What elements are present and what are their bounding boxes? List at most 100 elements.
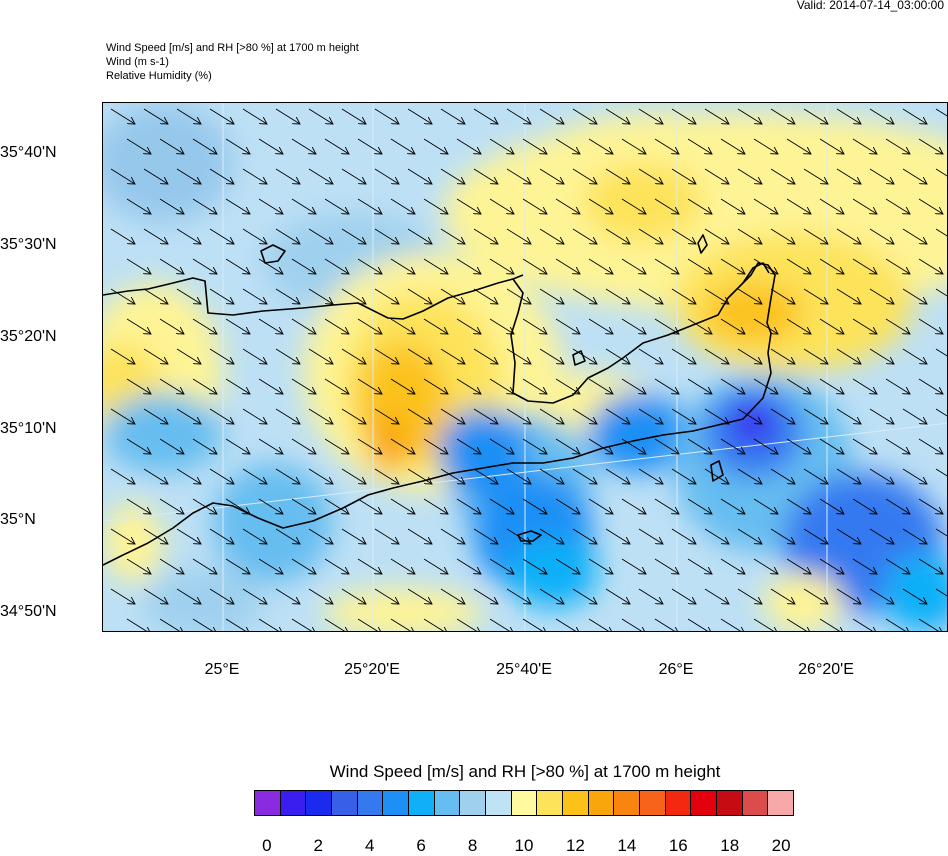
- wind-arrow: [539, 108, 564, 124]
- wind-arrow: [489, 318, 514, 334]
- wind-arrow: [456, 258, 481, 274]
- wind-arrow: [819, 378, 844, 394]
- wind-arrow: [638, 228, 663, 244]
- wind-arrow: [456, 618, 481, 631]
- wind-arrow: [555, 258, 580, 274]
- wind-arrow: [737, 108, 762, 124]
- colorbar: [254, 790, 794, 816]
- wind-arrow: [605, 588, 630, 604]
- wind-arrow: [753, 198, 778, 214]
- wind-arrow: [258, 198, 283, 214]
- wind-arrow: [588, 198, 613, 214]
- wind-arrow: [473, 288, 498, 304]
- wind-arrow: [308, 408, 333, 424]
- wind-arrow: [852, 438, 877, 454]
- wind-arrow: [275, 228, 300, 244]
- wind-arrow: [126, 378, 151, 394]
- wind-arrow: [786, 318, 811, 334]
- coast-crete-north: [510, 262, 770, 404]
- island-east-islet: [697, 234, 708, 254]
- colorbar-swatch: [409, 791, 435, 815]
- colorbar-tick-label: 14: [617, 836, 637, 855]
- wind-arrow: [176, 468, 201, 484]
- wind-arrow: [770, 528, 795, 544]
- wind-arrow: [803, 528, 828, 544]
- wind-arrow: [258, 618, 283, 631]
- wind-arrow: [473, 588, 498, 604]
- wind-arrow: [539, 528, 564, 544]
- wind-arrow: [225, 618, 250, 631]
- lon-label: 25°40'E: [496, 661, 552, 678]
- colorbar-swatch: [588, 791, 615, 815]
- wind-arrow: [126, 198, 151, 214]
- wind-arrow: [407, 588, 432, 604]
- wind-arrow: [885, 258, 910, 274]
- wind-arrow: [836, 228, 861, 244]
- wind-arrow: [737, 348, 762, 364]
- colorbar-swatch: [768, 791, 794, 815]
- wind-arrow: [572, 588, 597, 604]
- wind-arrow: [126, 258, 151, 274]
- wind-arrow: [423, 318, 448, 334]
- wind-arrow: [506, 288, 531, 304]
- colorbar-swatch: [614, 791, 641, 815]
- colorbar-tick-label: 20: [771, 836, 791, 855]
- wind-arrow: [275, 108, 300, 124]
- wind-arrow: [110, 228, 135, 244]
- wind-arrow: [225, 318, 250, 334]
- wind-arrow: [539, 288, 564, 304]
- wind-arrow: [440, 408, 465, 424]
- colorbar-tick-label: 0: [262, 836, 272, 855]
- wind-arrow: [704, 228, 729, 244]
- wind-arrow: [687, 618, 712, 631]
- wind-arrow: [737, 528, 762, 544]
- wind-arrow: [720, 258, 745, 274]
- colorbar-swatch: [357, 791, 384, 815]
- wind-arrow: [918, 498, 943, 514]
- wind-arrow: [687, 258, 712, 274]
- wind-arrow: [671, 228, 696, 244]
- wind-arrow: [819, 318, 844, 334]
- wind-arrow: [687, 378, 712, 394]
- colorbar-tick-label: 12: [565, 836, 585, 855]
- wind-arrow: [258, 438, 283, 454]
- wind-arrow: [390, 498, 415, 514]
- wind-arrow: [588, 498, 613, 514]
- wind-arrow: [192, 318, 217, 334]
- wind-arrow: [786, 558, 811, 574]
- colorbar-swatch: [383, 791, 410, 815]
- wind-arrow: [935, 408, 947, 417]
- wind-arrow: [687, 198, 712, 214]
- wind-vectors: [110, 108, 947, 631]
- wind-arrow: [935, 108, 947, 117]
- wind-arrow: [308, 588, 333, 604]
- wind-arrow: [621, 618, 646, 631]
- wind-arrow: [176, 408, 201, 424]
- wind-arrow: [869, 168, 894, 184]
- title-line-2: Wind (m s-1): [106, 56, 169, 68]
- colorbar-swatch: [717, 791, 743, 815]
- lat-label: 34°50'N: [0, 603, 57, 620]
- wind-arrow: [770, 228, 795, 244]
- wind-arrow: [588, 438, 613, 454]
- wind-arrow: [753, 498, 778, 514]
- wind-arrow: [209, 288, 234, 304]
- colorbar-tick-label: 16: [668, 836, 688, 855]
- wind-arrow: [770, 108, 795, 124]
- wind-arrow: [918, 318, 943, 334]
- colorbar-swatch: [434, 791, 461, 815]
- wind-arrow: [555, 498, 580, 514]
- colorbar-swatch: [306, 791, 333, 815]
- wind-arrow: [819, 138, 844, 154]
- wind-arrow: [423, 558, 448, 574]
- lon-label: 25°E: [204, 661, 240, 678]
- colorbar-swatch: [486, 791, 512, 815]
- wind-arrow: [440, 168, 465, 184]
- wind-arrow: [440, 348, 465, 364]
- wind-arrow: [192, 618, 217, 631]
- wind-arrow: [275, 468, 300, 484]
- wind-arrow: [572, 168, 597, 184]
- wind-arrow: [902, 228, 927, 244]
- wind-arrow: [786, 438, 811, 454]
- wind-arrow: [902, 408, 927, 424]
